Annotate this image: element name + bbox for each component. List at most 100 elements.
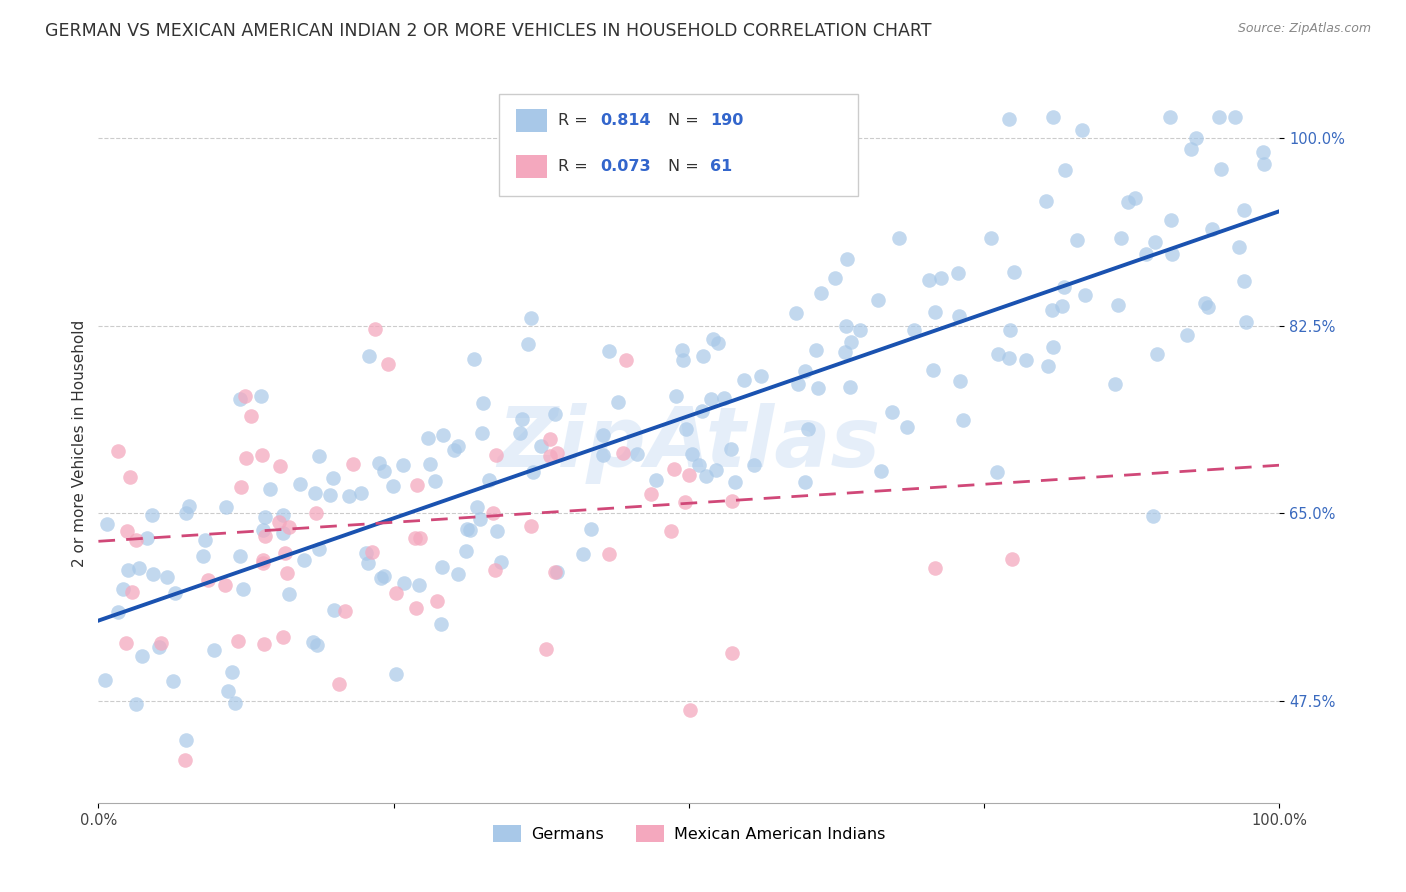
Point: [484, 563, 506, 577]
Point: [665, 388, 688, 402]
Point: [592, 448, 614, 462]
Point: [896, 419, 918, 434]
Point: [373, 569, 395, 583]
Point: [704, 463, 727, 477]
Point: [673, 495, 696, 509]
Point: [304, 506, 326, 520]
Point: [142, 567, 165, 582]
Point: [447, 439, 470, 453]
Point: [131, 648, 153, 663]
Point: [1116, 194, 1139, 209]
Point: [292, 552, 315, 566]
Point: [1159, 110, 1181, 124]
Point: [276, 566, 298, 580]
Point: [471, 425, 494, 440]
Point: [986, 465, 1008, 479]
Point: [679, 703, 702, 717]
Legend: Germans, Mexican American Indians: Germans, Mexican American Indians: [486, 819, 891, 848]
Point: [176, 507, 198, 521]
Point: [787, 377, 810, 392]
Point: [235, 451, 257, 466]
Point: [1251, 145, 1274, 159]
Point: [1185, 131, 1208, 145]
Point: [214, 577, 236, 591]
Point: [458, 523, 481, 537]
Text: R =: R =: [558, 113, 593, 128]
Y-axis label: 2 or more Vehicles in Household: 2 or more Vehicles in Household: [72, 320, 87, 567]
Point: [228, 634, 250, 648]
Point: [1160, 213, 1182, 227]
Point: [728, 110, 751, 124]
Point: [252, 524, 274, 538]
Point: [478, 473, 501, 487]
Point: [308, 541, 330, 556]
Point: [1208, 110, 1230, 124]
Point: [681, 447, 703, 461]
Point: [231, 480, 253, 494]
Point: [949, 374, 972, 388]
Point: [1074, 288, 1097, 302]
Text: 0.073: 0.073: [600, 160, 651, 174]
Point: [1042, 340, 1064, 354]
Point: [1211, 161, 1233, 176]
Point: [1233, 274, 1256, 288]
Point: [948, 309, 970, 323]
Point: [749, 368, 772, 383]
Point: [1123, 191, 1146, 205]
Point: [720, 494, 742, 508]
Point: [1066, 233, 1088, 247]
Point: [572, 547, 595, 561]
Point: [323, 603, 346, 617]
Point: [405, 601, 427, 615]
Point: [419, 457, 441, 471]
Point: [392, 458, 415, 472]
Point: [357, 350, 380, 364]
Point: [429, 617, 451, 632]
Point: [742, 458, 765, 473]
Point: [368, 456, 391, 470]
Point: [96, 517, 118, 532]
Point: [454, 543, 477, 558]
Point: [124, 697, 146, 711]
Point: [277, 586, 299, 600]
Point: [233, 389, 256, 403]
Point: [120, 470, 142, 484]
Point: [1000, 323, 1022, 337]
Point: [702, 332, 724, 346]
Text: GERMAN VS MEXICAN AMERICAN INDIAN 2 OR MORE VEHICLES IN HOUSEHOLD CORRELATION CH: GERMAN VS MEXICAN AMERICAN INDIAN 2 OR M…: [45, 22, 932, 40]
Point: [468, 512, 491, 526]
Point: [882, 405, 904, 419]
Point: [1001, 552, 1024, 566]
Point: [1201, 222, 1223, 236]
Text: Source: ZipAtlas.com: Source: ZipAtlas.com: [1237, 22, 1371, 36]
Point: [148, 640, 170, 654]
Text: N =: N =: [668, 160, 704, 174]
Point: [918, 272, 941, 286]
Point: [370, 571, 392, 585]
Point: [1104, 376, 1126, 391]
Point: [197, 573, 219, 587]
Point: [489, 555, 512, 569]
Point: [1002, 265, 1025, 279]
Point: [598, 343, 620, 358]
Point: [288, 477, 311, 491]
Point: [377, 357, 399, 371]
Point: [404, 531, 426, 545]
Point: [111, 582, 134, 596]
Point: [707, 335, 730, 350]
Point: [522, 465, 544, 479]
Point: [849, 323, 872, 337]
Text: 0.814: 0.814: [600, 113, 651, 128]
Point: [793, 364, 815, 378]
Point: [1232, 202, 1254, 217]
Point: [250, 389, 273, 403]
Point: [538, 450, 561, 464]
Point: [530, 439, 553, 453]
Point: [465, 500, 488, 514]
Point: [695, 468, 717, 483]
Point: [250, 448, 273, 462]
Point: [998, 112, 1021, 126]
Point: [733, 373, 755, 387]
Point: [409, 531, 432, 545]
Point: [1070, 123, 1092, 137]
